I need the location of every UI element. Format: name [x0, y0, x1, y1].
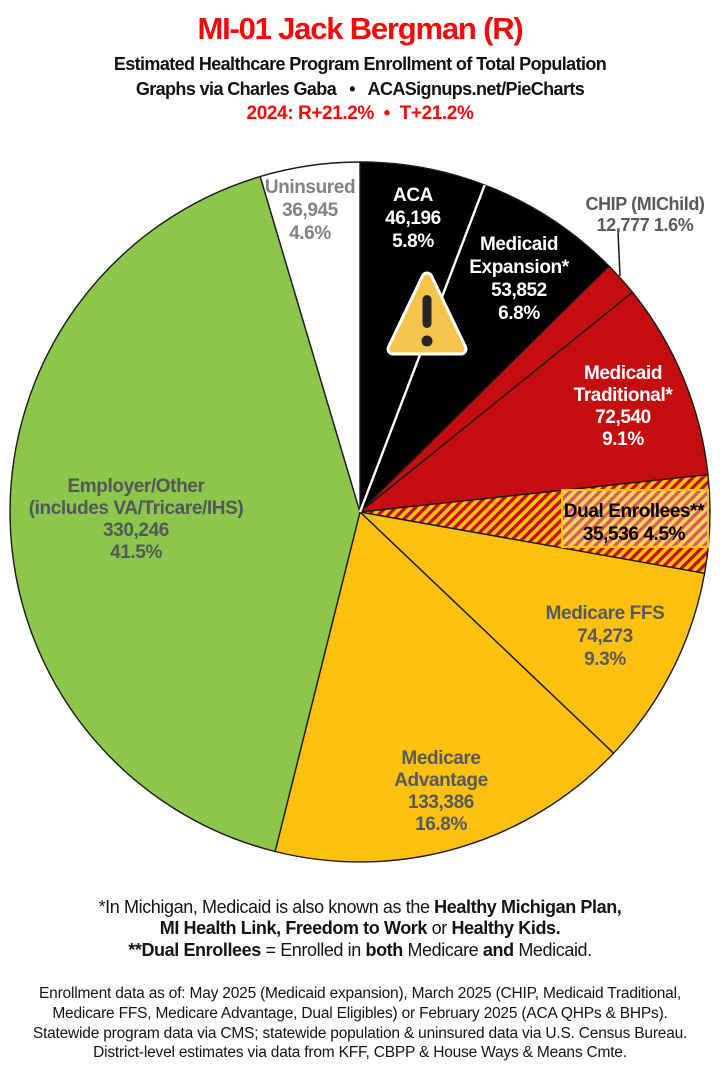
slice-label-medicaid-traditional: Medicaid Traditional* 72,540 9.1%: [574, 363, 674, 450]
source-line: Statewide program data via CMS; statewid…: [32, 1024, 688, 1042]
slice-label-dual-enrollees: Dual Enrollees** 35,536 4.5%: [564, 501, 705, 545]
footnote-line: **Dual Enrollees = Enrolled in both Medi…: [128, 939, 592, 960]
pie-slice-medicaid-traditional: [359, 291, 709, 513]
source-footnote: Enrollment data as of: May 2025 (Medicai…: [0, 984, 720, 1063]
pie-slice-employer-other: [9, 175, 361, 853]
slice-label-uninsured: Uninsured 36,945 4.6%: [265, 177, 355, 244]
slice-label-medicare-ffs: Medicare FFS 74,273 9.3%: [546, 603, 665, 670]
source-line: District-level estimates via data from K…: [93, 1044, 627, 1062]
pie-slice-medicare-ffs: [359, 511, 706, 754]
slice-label-aca: ACA 46,196 5.8%: [385, 185, 441, 252]
slice-label-employer-other: Employer/Other (includes VA/Tricare/IHS) 3…: [29, 476, 244, 563]
slice-label-chip: CHIP (MIChild) 12,777 1.6%: [585, 194, 704, 235]
pie-slice-medicare-advantage: [274, 511, 615, 863]
footnote-line: *In Michigan, Medicaid is also known as …: [98, 897, 622, 917]
warning-triangle-icon: [386, 271, 468, 356]
credit-line: Graphs via Charles Gaba • ACASignups.net…: [135, 79, 585, 99]
slice-label-medicaid-expansion: Medicaid Expansion* 53,852 6.8%: [469, 234, 569, 324]
dual-label-box: [561, 489, 709, 548]
chip-leader-line: [617, 230, 621, 277]
partisan-lean: 2024: R+21.2% • T+21.2%: [246, 103, 474, 124]
medicaid-footnote: *In Michigan, Medicaid is also known as …: [0, 897, 720, 961]
slice-label-medicare-advantage: Medicare Advantage 133,386 16.8%: [394, 748, 488, 835]
source-line: Enrollment data as of: May 2025 (Medicai…: [39, 985, 681, 1002]
page-title: MI-01 Jack Bergman (R): [197, 11, 523, 46]
pie-slice-medicaid-expansion: [359, 184, 610, 513]
pie-slice-uninsured: [259, 161, 361, 513]
footnote-line: MI Health Link, Freedom to Work or Healt…: [159, 918, 561, 939]
subtitle: Estimated Healthcare Program Enrollment …: [113, 54, 607, 74]
source-line: Medicare FFS, Medicare Advantage, Dual E…: [52, 1004, 668, 1022]
